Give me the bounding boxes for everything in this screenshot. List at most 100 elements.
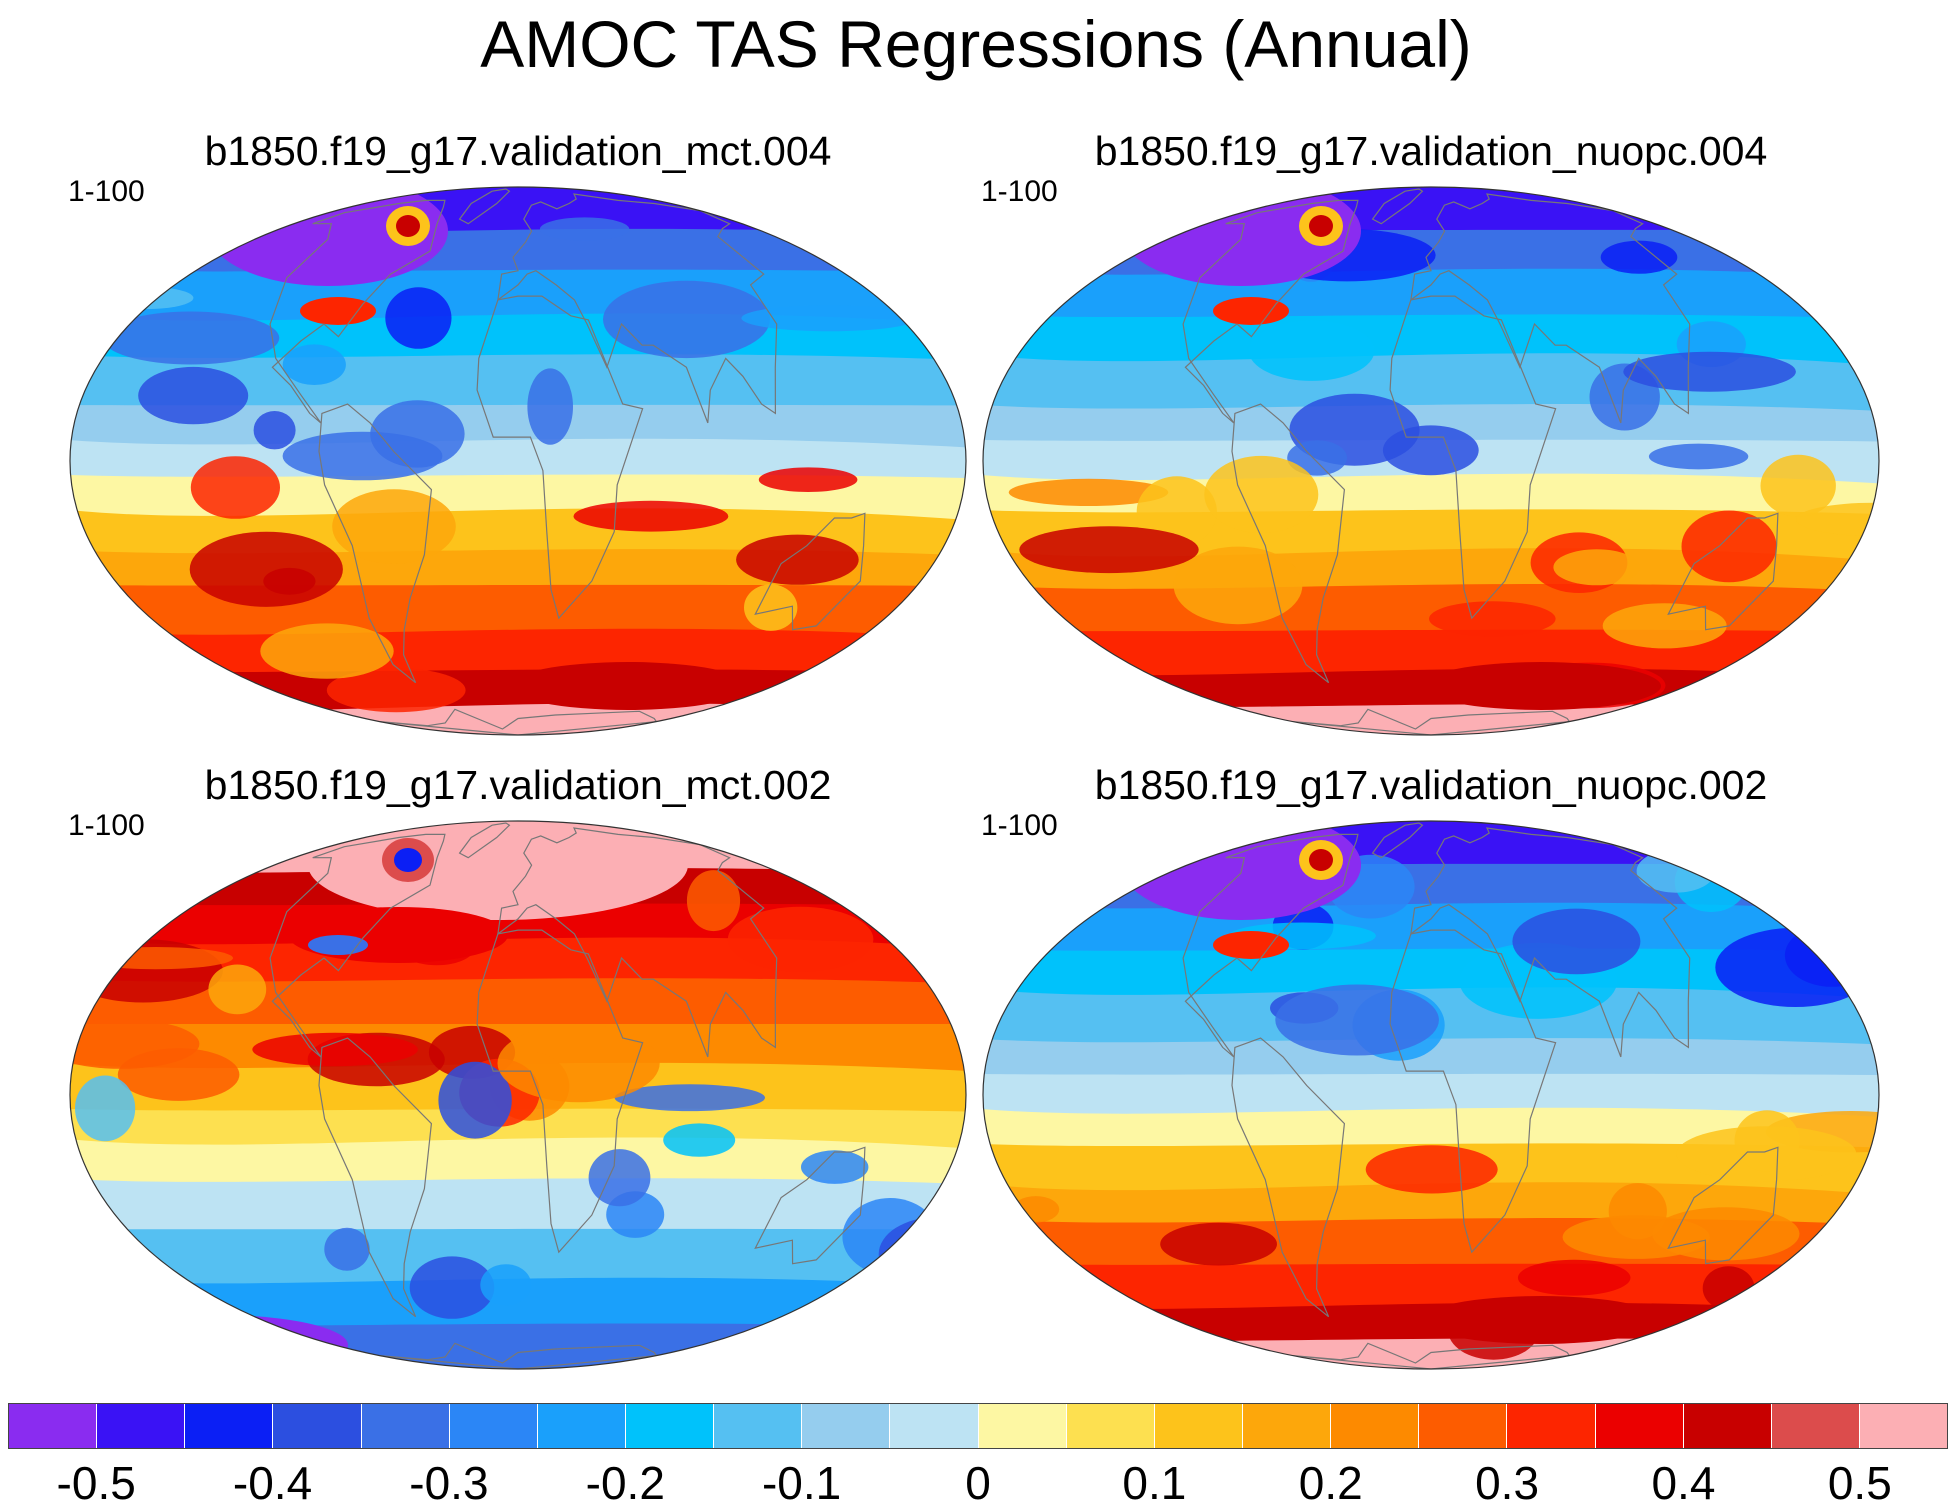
map-panel-2: b1850.f19_g17.validation_nuopc.004 1-100 <box>981 126 1881 746</box>
field-anomaly <box>1213 297 1289 325</box>
colorbar <box>8 1403 1948 1453</box>
coastline <box>476 929 644 1254</box>
coastline <box>497 827 778 1058</box>
coastline <box>269 833 446 1058</box>
coastline <box>1667 1146 1779 1265</box>
field-anomaly <box>1204 455 1319 534</box>
panel-range-label: 1-100 <box>981 175 1058 208</box>
coastline <box>497 193 778 424</box>
coastline <box>1410 193 1691 424</box>
world-map <box>982 820 1880 1370</box>
field-anomaly <box>128 663 224 695</box>
field-anomaly <box>438 1061 512 1139</box>
colorbar-tick-label: -0.2 <box>585 1457 665 1509</box>
colorbar-box <box>714 1404 803 1448</box>
map-outline <box>69 186 967 736</box>
field-anomaly <box>1648 443 1749 470</box>
field-anomaly <box>1760 454 1836 517</box>
field-anomaly <box>983 1295 1161 1355</box>
field-anomaly <box>324 1227 370 1271</box>
colorbar-box <box>1507 1404 1596 1448</box>
world-map <box>69 186 967 736</box>
contour-band <box>983 314 1879 367</box>
panel-range-label: 1-100 <box>68 175 145 208</box>
field-anomaly <box>1517 1259 1631 1296</box>
map-outline <box>982 186 1880 736</box>
field-anomaly <box>497 1024 660 1103</box>
field-anomaly <box>326 668 466 713</box>
coastlines <box>1182 822 1779 1369</box>
field-anomaly <box>1382 425 1479 476</box>
field-anomaly <box>190 456 280 519</box>
panel-title: b1850.f19_g17.validation_mct.004 <box>204 128 832 174</box>
colorbar-box <box>9 1404 98 1448</box>
coastline <box>1667 512 1779 631</box>
colorbar-boxes <box>8 1403 1948 1449</box>
coastline <box>1389 295 1557 620</box>
coastline <box>458 188 511 225</box>
field-anomaly <box>1173 546 1303 625</box>
field-anomaly <box>1553 549 1640 586</box>
field-anomaly <box>1012 1196 1060 1223</box>
coastline <box>1389 929 1557 1254</box>
field-anomaly <box>1365 1145 1498 1194</box>
coastline <box>318 403 433 684</box>
coastline <box>1371 188 1424 225</box>
field-anomaly <box>508 662 748 710</box>
field-anomaly <box>1600 240 1678 274</box>
colorbar-box <box>1419 1404 1508 1448</box>
field-anomaly <box>189 531 343 607</box>
field-anomaly <box>727 906 874 972</box>
colorbar-tick-label: -0.5 <box>56 1457 136 1509</box>
field-anomaly <box>744 584 798 631</box>
colorbar-box <box>1595 1404 1684 1448</box>
contour-band <box>983 1263 1879 1316</box>
colorbar-tick-label: 0.3 <box>1475 1457 1540 1509</box>
field-anomaly <box>801 1150 869 1184</box>
field-anomaly <box>686 870 741 932</box>
field-anomaly <box>260 623 394 679</box>
coastline <box>318 1037 433 1318</box>
field-anomaly <box>1702 1266 1755 1311</box>
field-anomaly <box>1681 510 1777 583</box>
colorbar-tick-label: 0.4 <box>1651 1457 1716 1509</box>
field-anomaly <box>396 215 420 237</box>
field-anomaly <box>1014 212 1062 263</box>
field-anomaly <box>88 1315 348 1369</box>
field-anomaly <box>208 964 267 1015</box>
map-outline <box>982 820 1880 1370</box>
colorbar-box <box>890 1404 979 1448</box>
colorbar-box <box>1859 1404 1948 1448</box>
world-map <box>982 186 1880 736</box>
field-anomaly <box>1652 1207 1800 1261</box>
field-anomaly <box>1421 1296 1661 1344</box>
field-anomaly <box>75 1075 136 1142</box>
field-anomaly <box>1421 662 1661 710</box>
field-anomaly <box>102 311 280 365</box>
map-panel-4: b1850.f19_g17.validation_nuopc.002 1-100 <box>981 760 1881 1380</box>
contour-band <box>70 978 966 1036</box>
field-anomaly <box>603 280 770 359</box>
field-anomaly <box>527 368 573 445</box>
colorbar-tick-label: 0 <box>965 1457 991 1509</box>
colorbar-box <box>1066 1404 1155 1448</box>
field-layer <box>983 187 1879 735</box>
map-outline <box>69 820 967 1370</box>
colorbar-tick-label: -0.1 <box>761 1457 842 1509</box>
field-anomaly <box>1248 320 1375 381</box>
field-anomaly <box>252 1032 418 1067</box>
field-anomaly <box>394 848 422 872</box>
field-anomaly <box>263 567 316 595</box>
field-anomaly <box>1008 478 1169 506</box>
coastline <box>1182 833 1359 1058</box>
field-anomaly <box>1213 931 1289 959</box>
field-anomaly <box>539 217 630 241</box>
field-anomaly <box>1623 351 1796 392</box>
field-anomaly <box>1784 924 1879 987</box>
field-anomaly <box>282 344 346 385</box>
field-anomaly <box>138 366 249 425</box>
field-anomaly <box>588 1149 651 1207</box>
colorbar-box <box>978 1404 1067 1448</box>
colorbar-tick-label: 0.2 <box>1298 1457 1363 1509</box>
field-anomaly <box>983 661 1161 721</box>
